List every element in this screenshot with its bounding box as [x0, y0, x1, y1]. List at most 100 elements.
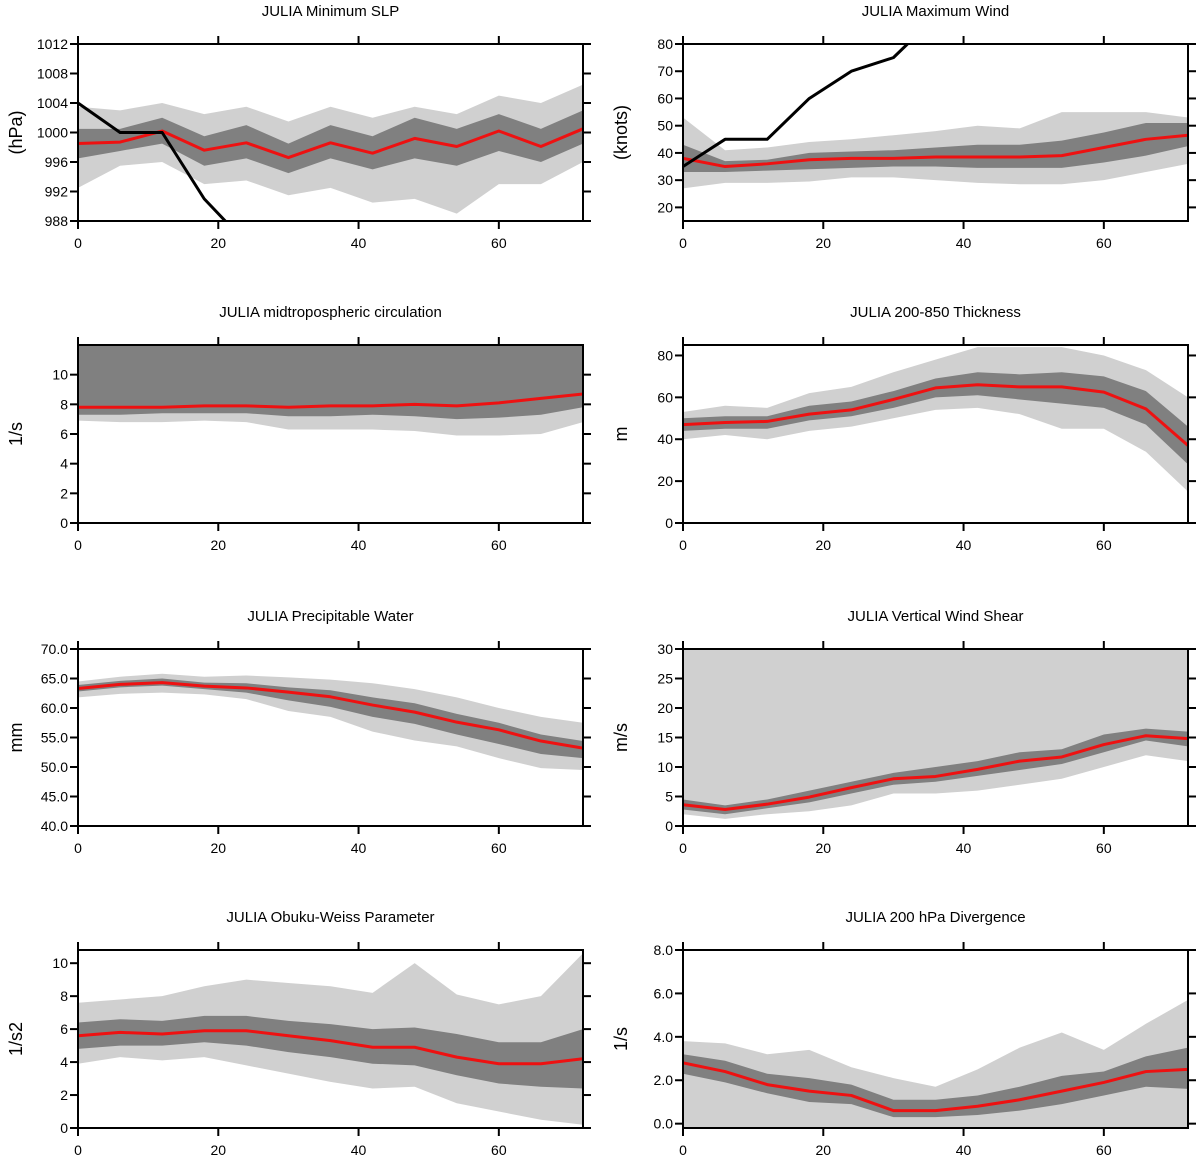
- y-tick-label: 4: [60, 1054, 68, 1070]
- y-tick-label: 45.0: [41, 789, 68, 805]
- x-tick-label: 40: [351, 537, 367, 553]
- x-tick-label: 40: [956, 840, 972, 856]
- y-tick-label: 0: [665, 818, 673, 834]
- chart-panel: 0 2 4 6 8 10 0 20 40 60 JULIA Obuku-Weiss Paramete…: [6, 909, 591, 1158]
- y-tick-label: 15: [657, 730, 673, 746]
- y-axis-label: 1/s2: [6, 1022, 26, 1056]
- y-tick-label: 25: [657, 671, 673, 687]
- y-tick-label: 40: [657, 145, 673, 161]
- y-tick-label: 40.0: [41, 818, 68, 834]
- y-tick-label: 55.0: [41, 730, 68, 746]
- x-tick-label: 40: [956, 537, 972, 553]
- y-tick-label: 1008: [37, 66, 68, 82]
- x-tick-label: 40: [956, 1142, 972, 1158]
- y-tick-label: 2.0: [654, 1072, 674, 1088]
- x-tick-label: 60: [491, 537, 507, 553]
- x-tick-label: 20: [815, 840, 831, 856]
- x-tick-label: 40: [351, 235, 367, 251]
- ensemble-mean-line: [683, 383, 1188, 447]
- x-tick-label: 20: [815, 537, 831, 553]
- x-tick-label: 0: [679, 235, 687, 251]
- y-tick-label: 996: [45, 154, 69, 170]
- chart-title: JULIA 200-850 Thickness: [850, 304, 1021, 321]
- x-tick-label: 20: [210, 840, 226, 856]
- inner-spread-band: [683, 1047, 1188, 1118]
- inner-spread-band: [683, 728, 1188, 815]
- x-tick-label: 20: [815, 235, 831, 251]
- y-axis-label: (hPa): [6, 110, 26, 154]
- y-tick-label: 65.0: [41, 671, 68, 687]
- chart-panel: 40.0 45.0 50.0 55.0 60.0 65.0 70.0 0 20 40 60 JULIA…: [6, 608, 591, 856]
- plot-frame: [682, 344, 1189, 524]
- chart-panel: 0 20 40 60 80 0 20 40 60 JULIA 200-850 Thickness m: [611, 304, 1196, 553]
- x-tick-label: 0: [679, 840, 687, 856]
- y-axis-label: 1/s: [6, 422, 26, 446]
- x-tick-label: 0: [74, 235, 82, 251]
- inner-spread-band: [78, 1015, 583, 1089]
- y-tick-label: 70: [657, 63, 673, 79]
- y-tick-label: 30: [657, 641, 673, 657]
- y-tick-label: 1012: [37, 36, 68, 52]
- y-tick-label: 0.0: [654, 1116, 674, 1132]
- x-tick-label: 0: [679, 1142, 687, 1158]
- plot-area: [683, 999, 1188, 1128]
- ensemble-mean-line: [78, 392, 583, 409]
- observed-line: [683, 44, 909, 168]
- y-tick-label: 4: [60, 456, 68, 472]
- x-tick-label: 20: [210, 235, 226, 251]
- chart-panel: 0 2 4 6 8 10 0 20 40 60 JULIA midtropospheric circ…: [6, 304, 591, 553]
- inner-spread-band: [683, 372, 1188, 465]
- ensemble-mean-line: [78, 1029, 583, 1066]
- y-axis-label: m: [611, 427, 631, 442]
- ensemble-mean-line: [78, 681, 583, 750]
- chart-title: JULIA Vertical Wind Shear: [848, 608, 1024, 625]
- outer-spread-band: [683, 649, 1188, 819]
- y-tick-label: 80: [657, 347, 673, 363]
- y-tick-label: 40: [657, 431, 673, 447]
- chart-panel: 988 992 996 1000 1004 1008 1012 0 20 40 60 JULIA Mi…: [6, 3, 591, 251]
- y-tick-label: 1000: [37, 125, 68, 141]
- plot-frame: [682, 43, 1189, 222]
- x-tick-label: 0: [679, 537, 687, 553]
- x-tick-label: 20: [210, 1142, 226, 1158]
- chart-title: JULIA Minimum SLP: [262, 3, 400, 20]
- plot-area: [78, 84, 583, 221]
- plot-area: [683, 649, 1188, 819]
- y-tick-label: 50.0: [41, 759, 68, 775]
- x-tick-label: 60: [1096, 1142, 1112, 1158]
- y-tick-label: 70.0: [41, 641, 68, 657]
- y-axis-label: (knots): [611, 105, 631, 160]
- plot-area: [683, 44, 1188, 189]
- y-tick-label: 2: [60, 485, 68, 501]
- x-tick-label: 0: [74, 537, 82, 553]
- x-tick-label: 40: [351, 840, 367, 856]
- y-tick-label: 10: [657, 759, 673, 775]
- ensemble-mean-line: [683, 133, 1188, 169]
- x-tick-label: 60: [1096, 235, 1112, 251]
- x-tick-label: 60: [491, 1142, 507, 1158]
- x-tick-label: 60: [1096, 840, 1112, 856]
- ensemble-mean-line: [683, 1061, 1188, 1113]
- y-tick-label: 1004: [37, 95, 68, 111]
- chart-title: JULIA Obuku-Weiss Parameter: [226, 909, 434, 926]
- plot-area: [78, 953, 583, 1125]
- y-tick-label: 0: [60, 515, 68, 531]
- chart-title: JULIA midtropospheric circulation: [219, 304, 442, 321]
- chart-title: JULIA Precipitable Water: [247, 608, 413, 625]
- plot-area: [78, 345, 583, 436]
- y-tick-label: 60.0: [41, 700, 68, 716]
- y-tick-label: 6: [60, 1021, 68, 1037]
- outer-spread-band: [78, 673, 583, 770]
- y-tick-label: 10: [52, 955, 68, 971]
- x-tick-label: 20: [210, 537, 226, 553]
- y-tick-label: 30: [657, 172, 673, 188]
- observed-line: [78, 101, 227, 221]
- y-axis-label: 1/s: [611, 1027, 631, 1051]
- y-tick-label: 0: [60, 1120, 68, 1136]
- y-tick-label: 20: [657, 473, 673, 489]
- y-tick-label: 0: [665, 515, 673, 531]
- plot-area: [78, 673, 583, 770]
- x-tick-label: 40: [956, 235, 972, 251]
- y-tick-label: 10: [52, 367, 68, 383]
